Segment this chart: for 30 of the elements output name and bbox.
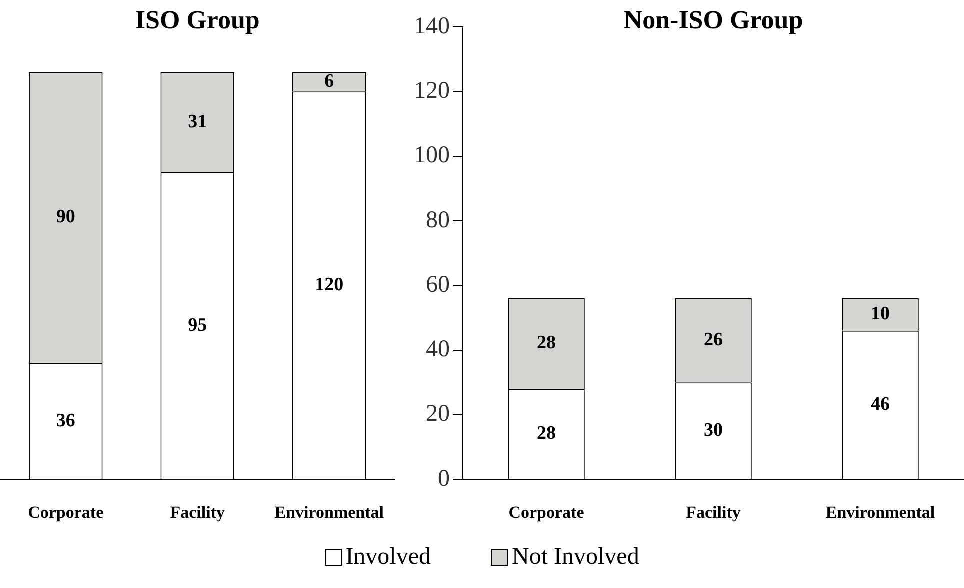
data-label: 30 [704, 420, 723, 441]
data-label: 120 [315, 274, 344, 296]
data-label: 28 [537, 332, 556, 354]
x-tick-label: Environmental [826, 503, 936, 522]
data-label: 10 [871, 304, 890, 325]
data-label: 26 [704, 329, 723, 350]
y-tick-label: 60 [426, 272, 450, 298]
x-tick-label: Corporate [508, 503, 585, 522]
data-label: 95 [188, 314, 208, 336]
legend-label: Not Involved [512, 544, 640, 571]
text: Involved [346, 544, 431, 571]
data-label: 31 [188, 111, 208, 132]
data-label: 46 [871, 394, 890, 415]
data-label: 6 [324, 70, 334, 92]
x-tick-label: Environmental [274, 503, 384, 522]
x-tick-label: Facility [170, 503, 226, 522]
y-tick-label: 40 [426, 336, 450, 363]
chart-title: ISO Group [135, 6, 260, 35]
x-tick-label: Facility [686, 503, 742, 522]
data-label: 28 [537, 422, 556, 444]
y-tick-label: 20 [426, 401, 450, 428]
y-tick-label: 140 [414, 13, 450, 40]
y-tick-label: 120 [414, 78, 450, 104]
y-tick-label: 0 [438, 466, 450, 492]
data-label: 90 [56, 206, 76, 228]
data-label: 36 [56, 410, 76, 432]
chart-title: Non-ISO Group [624, 6, 804, 35]
y-tick-label: 80 [426, 207, 450, 234]
x-tick-label: Corporate [28, 503, 104, 522]
y-tick-label: 100 [414, 142, 450, 169]
